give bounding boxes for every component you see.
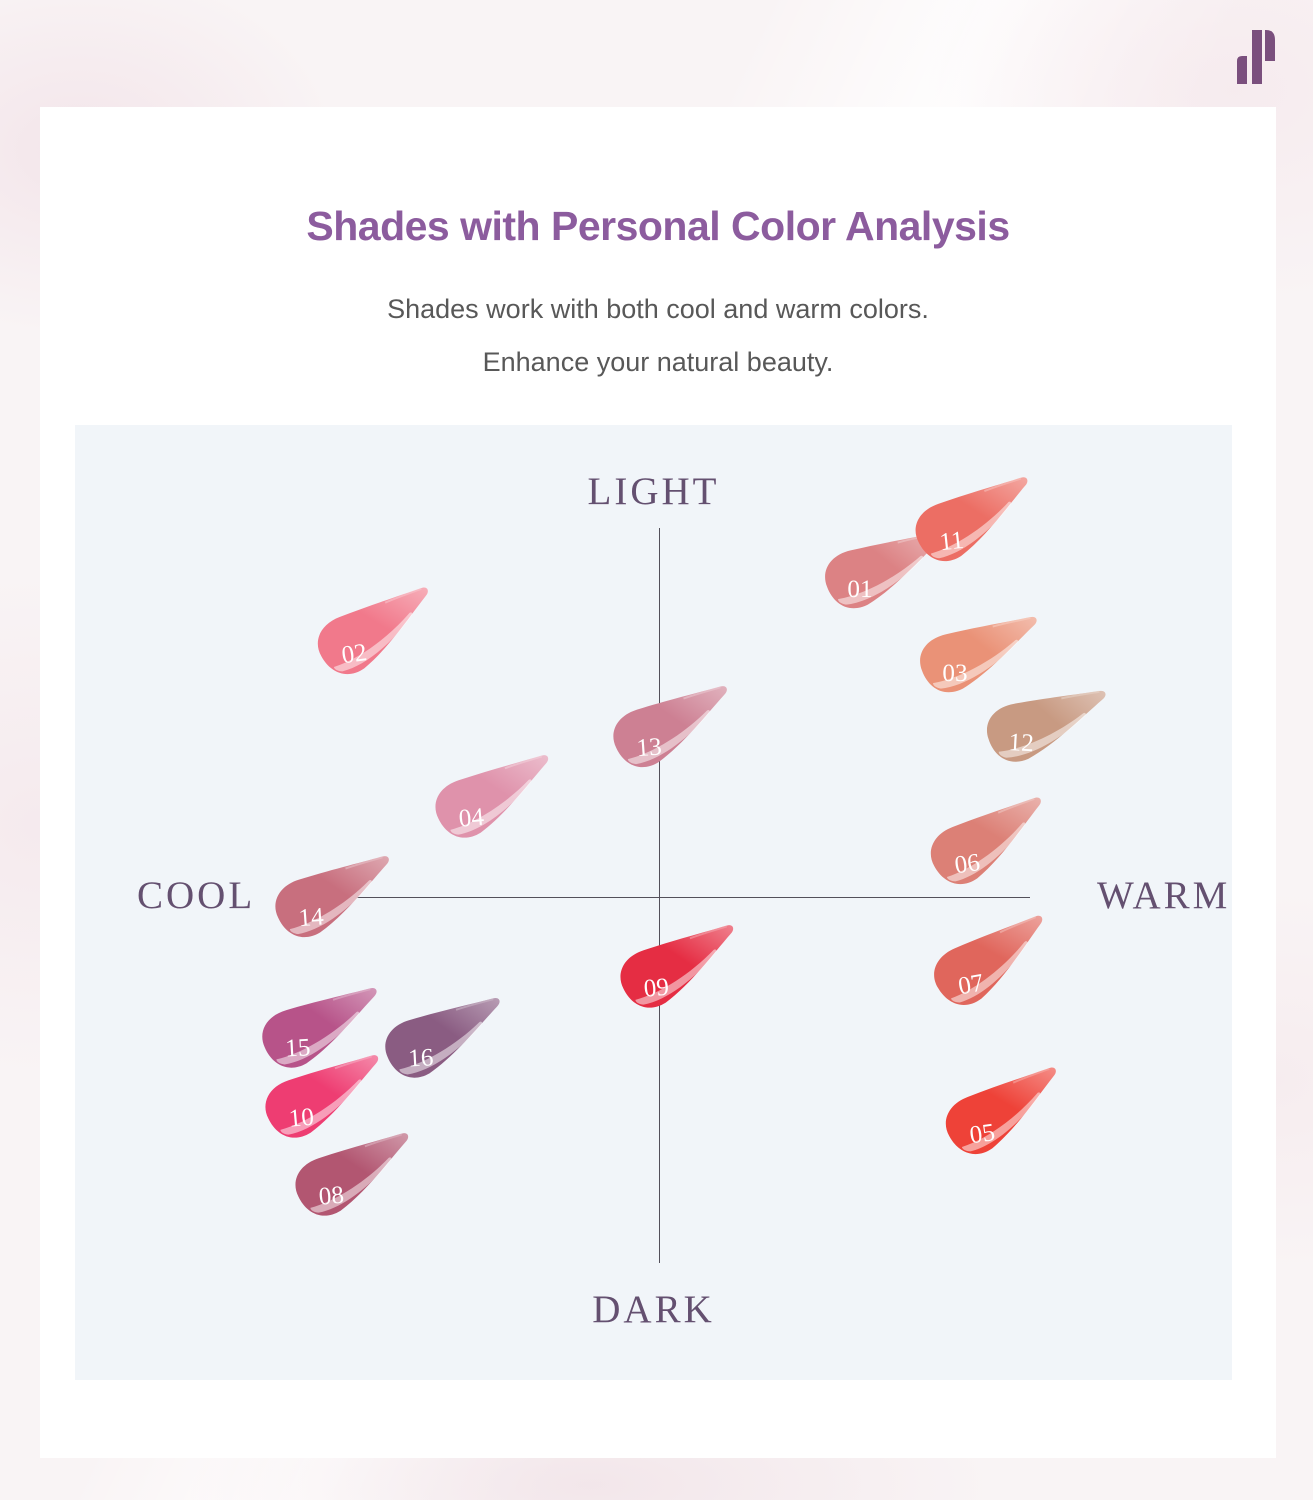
subtitle-line-2: Enhance your natural beauty. — [482, 347, 834, 377]
smear-gloss — [951, 941, 1028, 1003]
shade-swatch-06: 06 — [918, 794, 1055, 899]
smear-shape — [945, 1067, 1056, 1154]
shade-number: 05 — [968, 1119, 997, 1149]
shade-swatch-04: 04 — [425, 752, 558, 851]
brand-logo-icon — [1237, 30, 1275, 84]
smear-gloss — [276, 1011, 360, 1065]
shade-swatch-16: 16 — [377, 995, 507, 1089]
smear-tip-highlight — [504, 755, 543, 770]
smear-tip-highlight — [1061, 690, 1100, 700]
smear-shape — [934, 915, 1043, 1005]
smear-gloss — [333, 612, 413, 672]
shade-number: 01 — [847, 576, 872, 603]
shade-number: 14 — [298, 903, 325, 932]
page-subtitle: Shades work with both cool and warm colo… — [40, 283, 1276, 389]
axis-label-light: LIGHT — [587, 470, 720, 513]
smear-shape — [825, 532, 942, 609]
shade-number: 02 — [340, 639, 369, 669]
content-card: Shades with Personal Color Analysis Shad… — [40, 107, 1276, 1458]
shade-number: 07 — [956, 969, 985, 1000]
smear-gloss — [627, 710, 710, 765]
shade-swatch-01: 01 — [819, 530, 945, 618]
smear-tip-highlight — [455, 998, 494, 1011]
shade-number: 06 — [953, 849, 982, 879]
smear-shape — [265, 1055, 379, 1138]
shade-swatch-09: 09 — [610, 922, 743, 1021]
shade-number: 12 — [1008, 729, 1035, 757]
smear-tip-highlight — [334, 1055, 373, 1070]
smear-shape — [620, 925, 734, 1008]
vertical-axis-line — [659, 528, 660, 1263]
smear-gloss — [998, 712, 1086, 758]
smear-shape — [262, 988, 377, 1068]
smear-gloss — [450, 779, 532, 835]
shade-number: 08 — [318, 1182, 345, 1211]
shade-swatch-15: 15 — [254, 985, 384, 1079]
shade-number: 10 — [288, 1104, 315, 1133]
smear-gloss — [933, 639, 1019, 689]
smear-shape — [385, 998, 500, 1078]
shade-swatch-14: 14 — [266, 853, 398, 950]
smear-tip-highlight — [364, 1133, 403, 1148]
smear-tip-highlight — [345, 856, 383, 870]
shade-number: 13 — [636, 733, 663, 762]
shade-number: 04 — [458, 804, 486, 833]
smear-gloss — [961, 1092, 1041, 1152]
smear-gloss — [838, 555, 924, 605]
smear-tip-highlight — [683, 686, 721, 700]
smear-gloss — [289, 880, 372, 935]
shade-swatch-07: 07 — [920, 912, 1059, 1021]
smear-shape — [275, 856, 389, 938]
shade-number: 11 — [938, 527, 965, 556]
logo-bar-middle — [1252, 30, 1262, 84]
subtitle-line-1: Shades work with both cool and warm colo… — [387, 294, 929, 324]
smear-tip-highlight — [999, 916, 1037, 934]
shade-swatch-12: 12 — [979, 682, 1109, 776]
smear-tip-highlight — [1012, 1067, 1050, 1084]
shade-swatch-08: 08 — [285, 1130, 418, 1229]
smear-shape — [295, 1133, 409, 1216]
shade-swatch-02: 02 — [305, 584, 442, 689]
shade-swatch-05: 05 — [933, 1064, 1070, 1169]
smear-shape — [435, 755, 549, 838]
horizontal-axis-line — [283, 897, 1030, 898]
axis-label-warm: WARM — [1097, 874, 1231, 917]
shade-swatch-10: 10 — [255, 1052, 388, 1151]
shade-number: 09 — [643, 974, 670, 1003]
logo-bar-left — [1237, 56, 1247, 84]
smear-tip-highlight — [997, 797, 1035, 814]
page-title: Shades with Personal Color Analysis — [306, 203, 1010, 249]
smear-tip-highlight — [983, 477, 1022, 493]
smear-shape — [930, 797, 1041, 884]
logo-bar-right — [1265, 30, 1275, 61]
axis-label-cool: COOL — [137, 874, 256, 917]
smear-gloss — [930, 501, 1012, 559]
smear-gloss — [635, 949, 717, 1005]
shade-swatch-11: 11 — [905, 474, 1040, 575]
smear-tip-highlight — [689, 925, 728, 940]
shade-swatch-13: 13 — [604, 683, 736, 780]
smear-shape — [613, 686, 727, 768]
axis-label-dark: DARK — [592, 1288, 715, 1331]
smear-gloss — [280, 1079, 362, 1135]
smear-shape — [920, 616, 1037, 693]
smear-shape — [915, 477, 1028, 561]
shade-swatch-03: 03 — [914, 614, 1040, 702]
smear-shape — [987, 690, 1106, 762]
smear-tip-highlight — [384, 587, 422, 604]
smear-tip-highlight — [992, 616, 1031, 628]
shade-number: 15 — [285, 1034, 312, 1062]
smear-tip-highlight — [332, 988, 371, 1001]
shade-number: 03 — [942, 660, 967, 687]
smear-shape — [317, 587, 428, 674]
smear-gloss — [399, 1021, 483, 1075]
smear-gloss — [310, 1157, 392, 1213]
shade-number: 16 — [408, 1044, 435, 1072]
smear-gloss — [946, 822, 1026, 882]
chart-panel: LIGHT COOL WARM DARK 01 11 02 03 12 13 04 06 14 0… — [75, 425, 1232, 1380]
